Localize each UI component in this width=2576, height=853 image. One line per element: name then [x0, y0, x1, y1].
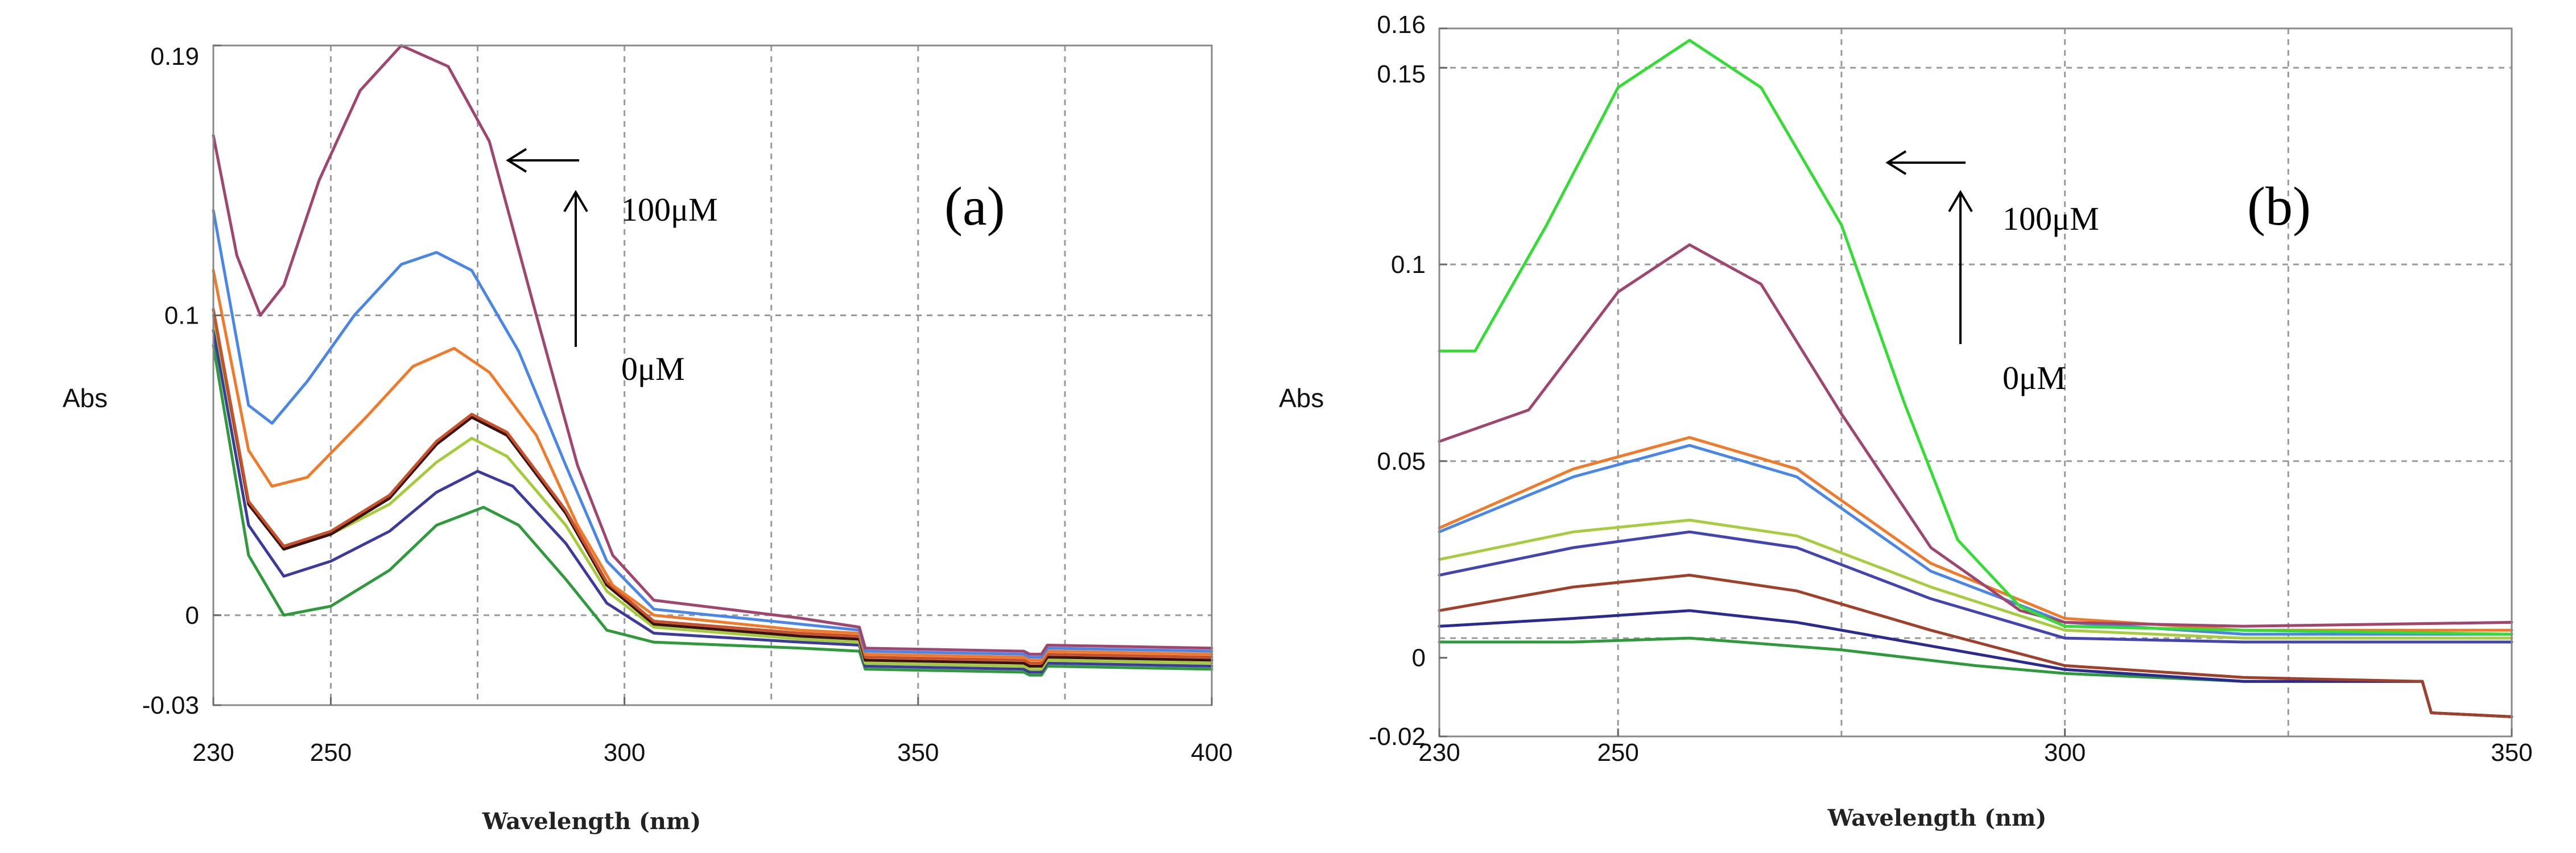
chart-b-arrow-up-icon: [1948, 190, 1973, 344]
chart-b-series-line-2: [1438, 573, 2513, 718]
chart-b-y-ticks: -0.02 0 0.05 0.1 0.15 0.16: [1369, 11, 1447, 751]
chart-a-annotation-top: 100μM: [621, 191, 718, 228]
chart-a-frame: [212, 44, 1213, 706]
chart-a-x-tick-label: 250: [310, 739, 352, 767]
chart-b-series-line-5: [1438, 444, 2513, 636]
chart-b-y-tick-label: 0.15: [1377, 60, 1426, 88]
chart-a-x-ticks: 230 250 300 350 400: [192, 697, 1233, 767]
chart-b-series-line-8: [1438, 39, 2513, 636]
chart-a-x-tick-label: 400: [1191, 739, 1232, 767]
chart-b-series-line-7: [1438, 243, 2513, 628]
chart-a-annotation-bottom: 0μM: [621, 350, 685, 387]
chart-b-y-tick-label: 0.1: [1391, 251, 1426, 279]
chart-b-y-axis-label: Abs: [1279, 383, 1324, 413]
chart-b-y-tick-label: 0.16: [1377, 11, 1426, 39]
chart-a-series-line-4: [212, 308, 1213, 665]
chart-a-arrow-up-icon: [563, 190, 588, 347]
chart-a-arrow-left-icon: [506, 148, 579, 173]
chart-a-series-line-0: [212, 343, 1213, 677]
chart-b-y-tick-label: 0: [1412, 644, 1426, 672]
chart-b-x-tick-label: 300: [2044, 739, 2086, 767]
chart-a-y-tick-label: 0: [185, 602, 199, 630]
chart-b-x-ticks: 230 250 300 350: [1418, 728, 2533, 767]
chart-a-plot-area: [213, 45, 1212, 705]
chart-a-x-tick-label: 300: [604, 739, 645, 767]
chart-b-annotation-bottom: 0μM: [2003, 359, 2066, 396]
chart-a-series-line-6: [212, 209, 1213, 659]
chart-b-plot-area: [1439, 28, 2512, 736]
chart-a-series-group: [212, 44, 1213, 677]
chart-a-series-line-7: [212, 44, 1213, 656]
chart-b-annotation-top: 100μM: [2003, 200, 2099, 237]
chart-a-x-axis-label: Wavelength (nm): [482, 808, 701, 835]
chart-a-series-line-5: [212, 269, 1213, 662]
chart-b-frame: [1438, 27, 2513, 738]
chart-b-arrow-left-icon: [1885, 150, 1966, 175]
chart-b-x-tick-label: 350: [2491, 739, 2532, 767]
chart-b-series-line-4: [1438, 519, 2513, 640]
chart-b-x-tick-label: 250: [1597, 739, 1638, 767]
chart-a: Abs -0.03 0 0.1 0.19 230 250 300 350 400 Wavele…: [63, 43, 1233, 835]
chart-a-series-line-3: [212, 308, 1213, 668]
chart-b: Abs -0.02 0 0.05 0.1 0.15 0.16 230 250 300 350 W…: [1279, 11, 2533, 831]
chart-b-y-tick-label: 0.05: [1377, 448, 1426, 475]
chart-b-x-tick-label: 230: [1418, 739, 1460, 767]
chart-a-x-tick-label: 350: [897, 739, 939, 767]
chart-a-panel-label: (a): [944, 176, 1005, 237]
chart-b-panel-label: (b): [2247, 176, 2311, 237]
chart-a-y-tick-label: -0.03: [142, 691, 199, 719]
chart-a-y-ticks: -0.03 0 0.1 0.19: [142, 43, 221, 719]
chart-b-series-group: [1438, 39, 2513, 718]
chart-a-y-axis-label: Abs: [63, 383, 108, 413]
chart-b-x-axis-label: Wavelength (nm): [1827, 805, 2047, 831]
chart-a-x-tick-label: 230: [192, 739, 234, 767]
chart-a-y-tick-label: 0.1: [164, 302, 199, 330]
chart-a-series-line-1: [212, 329, 1213, 674]
chart-a-y-tick-label: 0.19: [150, 43, 199, 71]
chart-b-series-line-3: [1438, 530, 2513, 644]
chart-b-y-tick-label: -0.02: [1369, 723, 1426, 751]
